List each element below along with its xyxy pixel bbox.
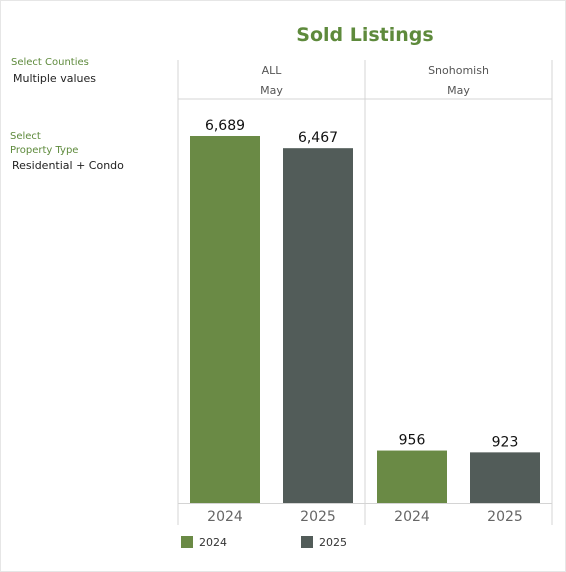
- x-tick-all-2024: 2024: [207, 509, 243, 525]
- bar-snohomish-2024: [377, 450, 447, 503]
- bar-all-2024: [190, 136, 260, 503]
- legend-label-2024: 2024: [199, 536, 227, 549]
- bar-snohomish-2025: [470, 452, 540, 503]
- bar-label-all-2024: 6,689: [205, 118, 245, 134]
- property-type-filter-label-line1: Select: [10, 131, 41, 142]
- chart-title: Sold Listings: [296, 24, 434, 46]
- x-tick-all-2025: 2025: [300, 509, 336, 525]
- legend-label-2025: 2025: [319, 536, 347, 549]
- bar-label-all-2025: 6,467: [298, 130, 338, 146]
- bar-label-snohomish-2024: 956: [399, 433, 426, 449]
- property-type-filter-label-line2: Property Type: [10, 145, 79, 156]
- counties-filter-value[interactable]: Multiple values: [13, 72, 96, 85]
- counties-filter-label: Select Counties: [11, 57, 89, 68]
- panel-region-all: ALL: [262, 64, 283, 77]
- legend-swatch-2025: [301, 536, 313, 548]
- legend-swatch-2024: [181, 536, 193, 548]
- panel-region-snohomish: Snohomish: [428, 64, 489, 77]
- x-tick-snohomish-2025: 2025: [487, 509, 523, 525]
- x-tick-snohomish-2024: 2024: [394, 509, 430, 525]
- panel-month-snohomish: May: [447, 84, 470, 97]
- bar-label-snohomish-2025: 923: [492, 434, 519, 450]
- bar-all-2025: [283, 148, 353, 503]
- panel-month-all: May: [260, 84, 283, 97]
- property-type-filter-value[interactable]: Residential + Condo: [12, 159, 124, 172]
